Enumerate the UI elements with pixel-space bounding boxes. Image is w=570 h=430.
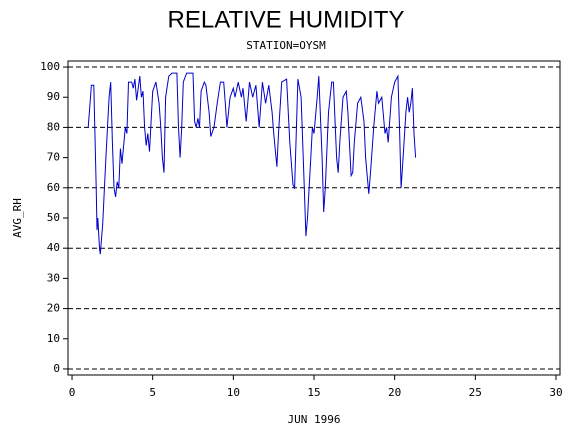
x-tick-label: 30 bbox=[549, 386, 562, 399]
x-tick-label: 0 bbox=[69, 386, 76, 399]
x-tick-label: 5 bbox=[149, 386, 156, 399]
y-tick-label: 40 bbox=[47, 241, 60, 254]
y-tick-label: 80 bbox=[47, 120, 60, 133]
y-tick-label: 0 bbox=[53, 362, 60, 375]
x-tick-label: 15 bbox=[307, 386, 320, 399]
chart-title: RELATIVE HUMIDITY bbox=[168, 6, 405, 33]
x-tick-label: 25 bbox=[469, 386, 482, 399]
data-line bbox=[87, 72, 417, 255]
y-tick-label: 70 bbox=[47, 151, 60, 164]
y-tick-label: 90 bbox=[47, 90, 60, 103]
y-tick-label: 10 bbox=[47, 332, 60, 345]
plot-frame bbox=[67, 60, 561, 376]
y-tick-label: 100 bbox=[40, 60, 60, 73]
y-axis-label: AVG_RH bbox=[11, 198, 24, 238]
x-axis-label: JUN 1996 bbox=[288, 413, 341, 426]
y-tick-label: 50 bbox=[47, 211, 60, 224]
x-tick-label: 20 bbox=[388, 386, 401, 399]
y-tick-label: 30 bbox=[47, 271, 60, 284]
y-tick-label: 60 bbox=[47, 181, 60, 194]
x-tick-label: 10 bbox=[227, 386, 240, 399]
chart-subtitle: STATION=OYSM bbox=[246, 39, 326, 52]
y-tick-label: 20 bbox=[47, 302, 60, 315]
